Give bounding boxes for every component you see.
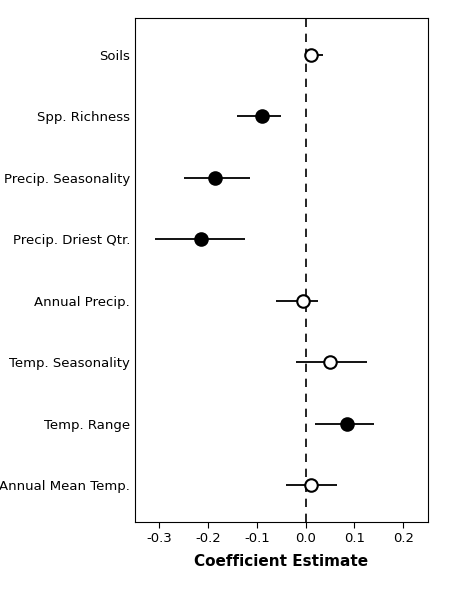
X-axis label: Coefficient Estimate: Coefficient Estimate <box>194 554 368 569</box>
